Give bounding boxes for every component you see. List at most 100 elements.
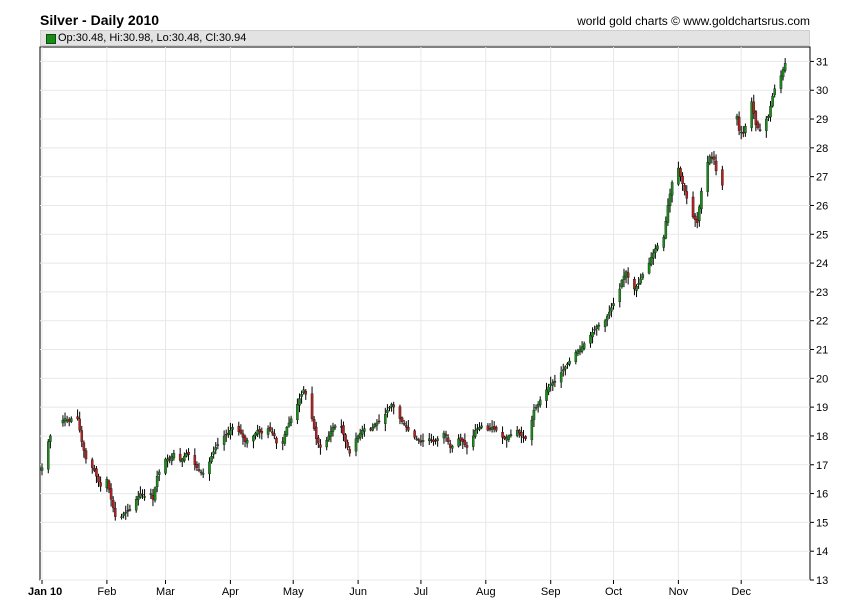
y-tick-label: 27 [816,172,828,184]
candle-body [137,496,140,500]
candle-body [70,418,73,422]
candle-body [296,404,299,420]
candle-body [99,482,102,487]
x-tick-label: Apr [222,586,239,598]
candle-body [536,404,540,407]
candle-body [289,418,293,423]
candle-body [700,190,703,210]
candle-body [268,426,272,431]
candle-body [80,430,84,442]
candle-body [626,272,630,278]
candle-body [271,431,274,434]
candle-body [300,394,303,397]
candle-body [400,417,404,422]
y-tick-label: 23 [816,287,828,299]
candle-body [509,434,513,436]
candle-body [245,440,249,444]
candle-body [128,509,132,511]
candle-body [647,262,651,274]
y-tick-label: 22 [816,316,828,328]
candle-body [589,334,592,344]
candle-body [97,476,100,483]
candle-body [695,219,699,223]
candle-body [442,432,446,439]
x-tick-label: Oct [605,586,622,598]
candle-body [754,111,758,125]
candle-body [166,458,169,462]
candle-body [183,455,186,461]
candle-body [679,168,682,177]
candle-body [256,430,259,435]
candle-body [143,496,146,498]
candle-body [78,418,81,431]
candle-body [298,398,301,406]
candle-body [430,439,433,442]
candle-body [231,427,234,430]
candle-body [457,438,460,447]
candle-body [633,279,636,290]
candle-body [597,324,601,327]
candle-body [358,432,362,438]
candle-body [622,275,626,280]
candle-body [185,453,188,457]
candle-body [214,447,218,451]
candle-body [721,169,724,186]
candle-body [139,493,142,498]
candle-body [229,430,232,436]
candle-body [390,404,393,407]
candle-body [327,435,331,441]
candle-body [377,420,381,423]
candle-body [478,427,481,430]
candle-body [405,425,408,428]
candle-body [164,458,167,474]
candle-body [758,129,762,131]
candle-body [668,193,672,207]
candle-body [275,437,278,444]
candle-body [187,451,190,455]
candle-body [340,426,343,428]
x-tick-label: Dec [731,586,751,598]
y-axis: 13 14 15 16 17 18 19 20 21 22 23 24 25 26 27 28 29 30 31 [810,56,828,587]
y-tick-label: 19 [816,402,828,414]
candle-body [107,480,111,490]
candle-body [545,389,548,401]
candle-body [170,455,174,462]
candle-body [241,433,245,438]
candle-body [474,430,477,437]
candle-body [446,437,450,442]
candle-body [666,205,670,223]
candle-body [461,438,465,442]
y-tick-label: 18 [816,431,828,443]
candle-body [304,390,308,395]
candle-body [237,425,241,432]
candle-body [314,426,318,439]
candle-body [285,427,289,436]
candle-body [172,453,176,459]
candle-body [624,271,628,278]
candle-body [742,132,745,134]
y-tick-label: 25 [816,229,828,241]
candle-body [243,436,247,442]
candle-body [287,422,291,427]
candle-body [49,435,52,442]
candle-body [386,409,389,413]
candle-body [608,311,611,316]
candle-body [735,115,739,120]
candle-body [111,499,115,509]
candle-body [325,440,328,448]
candle-body [492,426,496,429]
candle-body [168,457,171,460]
candle-body [371,427,375,431]
candle-body [574,352,578,362]
candle-body [765,118,768,131]
candle-body [348,449,351,454]
candle-body [114,508,117,517]
candle-body [501,432,504,438]
candle-body [417,439,421,441]
candle-body [319,444,322,448]
candle-body [698,206,701,222]
candle-body [258,428,261,432]
x-tick-label: Mar [156,586,175,598]
candle-body [593,329,596,331]
candle-body [641,274,645,279]
